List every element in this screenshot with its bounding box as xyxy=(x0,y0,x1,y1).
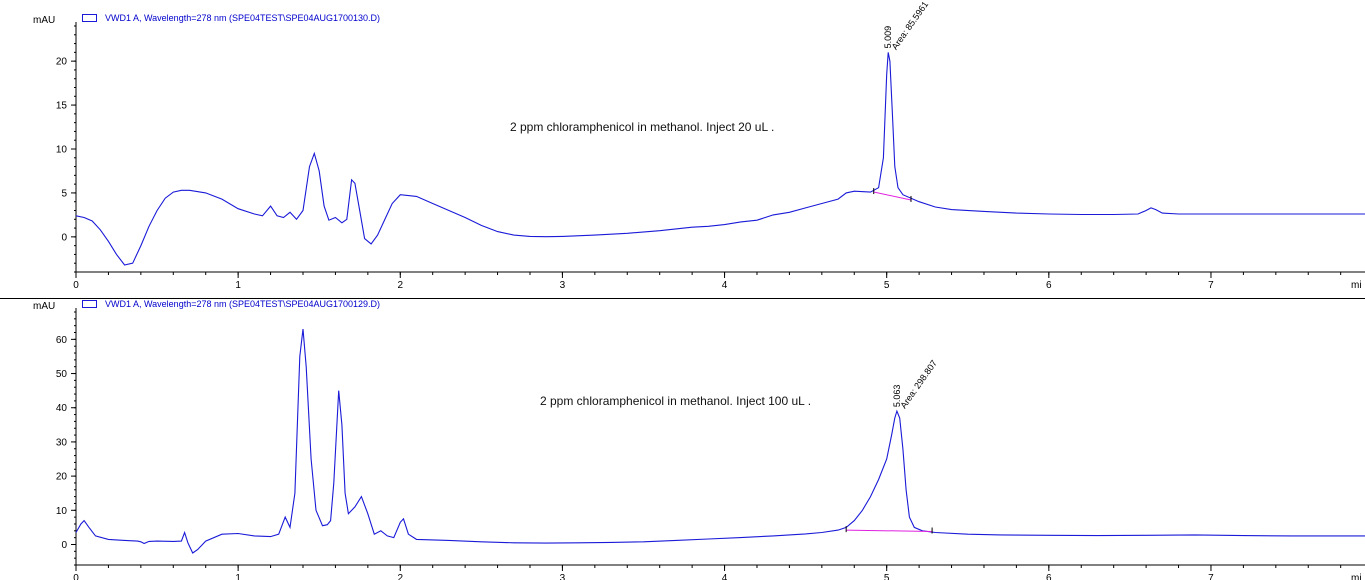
panel1-x-tick-label: 6 xyxy=(1046,280,1052,291)
panel2-x-tick-label: 6 xyxy=(1046,573,1052,580)
panel1-x-tick-label: 3 xyxy=(560,280,566,291)
panel1-x-tick-label: 0 xyxy=(73,280,79,291)
panel2-x-tick-label: 3 xyxy=(560,573,566,580)
panel2-x-tick-label: 0 xyxy=(73,573,79,580)
panel2-x-tick-label: 7 xyxy=(1208,573,1214,580)
panel2-legend-text: VWD1 A, Wavelength=278 nm (SPE04TEST\SPE… xyxy=(105,299,381,309)
panel1-legend-text: VWD1 A, Wavelength=278 nm (SPE04TEST\SPE… xyxy=(105,13,381,23)
panel2-y-tick-label: 0 xyxy=(61,540,67,551)
panel1-annotation: 2 ppm chloramphenicol in methanol. Injec… xyxy=(510,120,775,134)
panel1-x-tick-label: 7 xyxy=(1208,280,1214,291)
panel1-signal-trace xyxy=(75,52,1365,266)
panel1-peak-area-label: Area: 85.5961 xyxy=(890,0,931,52)
panel1-x-tick-label: 4 xyxy=(722,280,728,291)
panel2-peak-rt-label: 5.063 xyxy=(892,385,902,408)
panel1-y-tick-label: 15 xyxy=(56,101,68,112)
panel1-x-axis-label: mi xyxy=(1351,280,1362,291)
panel2-y-tick-label: 60 xyxy=(56,335,68,346)
panel2-y-tick-label: 10 xyxy=(56,506,68,517)
panel1-integration-baseline xyxy=(873,191,912,201)
panel2-x-tick-label: 4 xyxy=(722,573,728,580)
panel2-x-tick-label: 5 xyxy=(884,573,890,580)
panel1-x-tick-label: 2 xyxy=(397,280,403,291)
panel2-peak-area-label: Area: 298.807 xyxy=(898,358,939,410)
panel1-y-tick-label: 20 xyxy=(56,57,68,68)
panel1-x-tick-label: 5 xyxy=(884,280,890,291)
panel2-x-axis-label: mi xyxy=(1351,573,1362,580)
panel1-legend: VWD1 A, Wavelength=278 nm (SPE04TEST\SPE… xyxy=(78,12,380,24)
panel1-y-tick-label: 5 xyxy=(61,188,67,199)
panel2-y-axis-label: mAU xyxy=(33,301,55,312)
panel2-x-tick-label: 1 xyxy=(235,573,241,580)
panel1-y-axis-label: mAU xyxy=(33,15,55,26)
panel2-y-tick-label: 40 xyxy=(56,403,68,414)
panel1-peak-rt-label: 5.009 xyxy=(883,26,893,49)
panel2-legend: VWD1 A, Wavelength=278 nm (SPE04TEST\SPE… xyxy=(78,298,380,310)
panel1-x-tick-label: 1 xyxy=(235,280,241,291)
legend-swatch-icon xyxy=(82,14,97,22)
panel2-y-tick-label: 20 xyxy=(56,472,68,483)
panel2-y-tick-label: 50 xyxy=(56,369,68,380)
panel2-annotation: 2 ppm chloramphenicol in methanol. Injec… xyxy=(540,394,812,408)
panel2-integration-baseline xyxy=(846,529,933,532)
panel2-signal-trace xyxy=(75,329,1365,554)
panel1-y-tick-label: 0 xyxy=(61,232,67,243)
panel-divider xyxy=(0,298,1365,299)
panel1-y-tick-label: 10 xyxy=(56,145,68,156)
panel2-y-tick-label: 30 xyxy=(56,437,68,448)
panel2-x-tick-label: 2 xyxy=(397,573,403,580)
legend-swatch-icon xyxy=(82,300,97,308)
